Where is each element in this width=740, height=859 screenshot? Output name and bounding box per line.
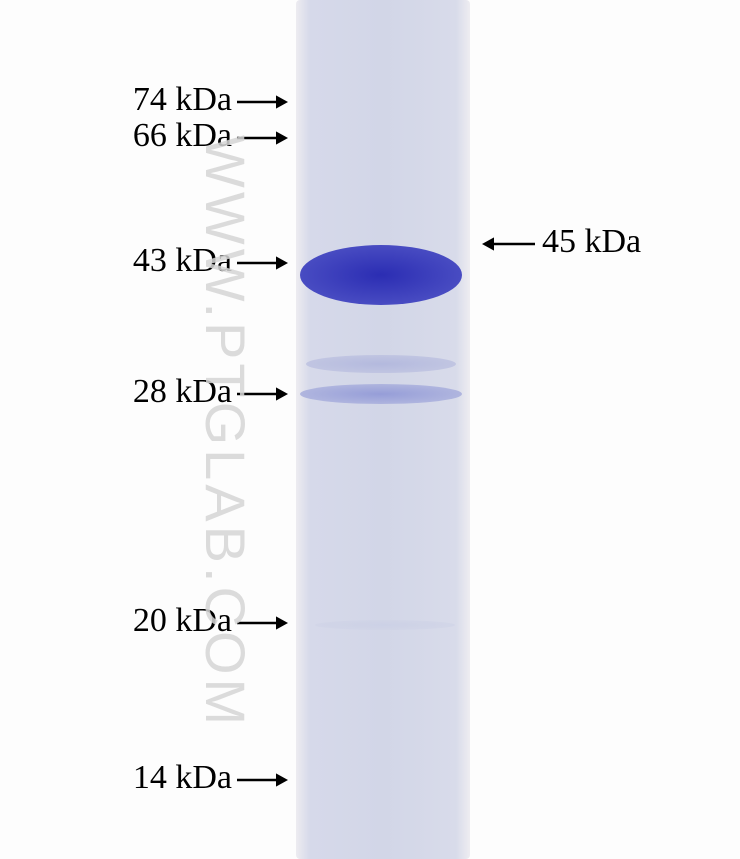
band-main bbox=[300, 245, 462, 305]
band-faint-1 bbox=[306, 355, 456, 373]
gel-figure: 74 kDa66 kDa 43 kDa 28 kDa 20 kDa 14 kDa 45 … bbox=[0, 0, 740, 859]
marker-label-left: 28 kDa bbox=[133, 373, 232, 411]
marker-label-left: 43 kDa bbox=[133, 242, 232, 280]
marker-label-left: 66 kDa bbox=[133, 117, 232, 155]
band-faint-3 bbox=[315, 620, 455, 630]
marker-label-left: 74 kDa bbox=[133, 81, 232, 119]
marker-label-right: 45 kDa bbox=[542, 223, 641, 261]
band-faint-2 bbox=[300, 384, 462, 404]
lane-background bbox=[296, 0, 470, 859]
gel-svg bbox=[0, 0, 740, 859]
marker-label-left: 14 kDa bbox=[133, 759, 232, 797]
marker-label-left: 20 kDa bbox=[133, 602, 232, 640]
